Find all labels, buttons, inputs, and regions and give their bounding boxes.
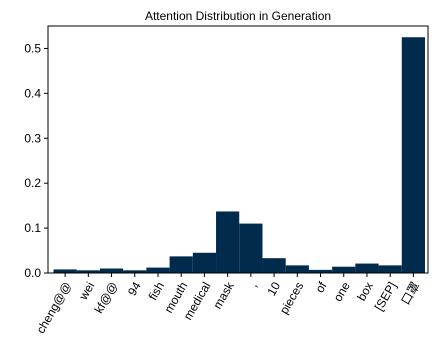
y-tick-label-4: 0.4 (24, 86, 41, 100)
bar-13 (355, 263, 379, 273)
y-tick-label-0: 0.0 (24, 266, 41, 280)
x-tick-label-11: of (312, 279, 329, 295)
bar-1 (76, 270, 100, 273)
bar-6 (192, 252, 217, 273)
x-tick-label-13: box (354, 280, 376, 304)
x-tick-label-4: fish (146, 280, 167, 303)
bar-11 (308, 269, 333, 273)
bar-2 (99, 268, 124, 273)
y-tick-label-3: 0.3 (24, 131, 41, 145)
y-tick-label-5: 0.5 (24, 41, 41, 55)
chart-title: Attention Distribution in Generation (145, 9, 331, 23)
x-tick-label-7: mask (210, 279, 237, 312)
bar-14 (378, 265, 402, 273)
x-tick-label-8: , (246, 280, 260, 290)
x-tick-label-9: 10 (264, 279, 283, 298)
bar-7 (216, 211, 240, 273)
x-tick-label-1: wei (76, 280, 98, 303)
bar-9 (262, 258, 286, 273)
bar-4 (146, 267, 170, 273)
x-tick-label-10: pieces (277, 280, 306, 317)
y-axis: 0.0 0.1 0.2 0.3 0.4 0.5 (24, 41, 48, 280)
bar-15 (401, 37, 425, 274)
bar-5 (169, 256, 193, 273)
x-tick-label-0: cheng@@ (34, 280, 75, 336)
bar-10 (285, 265, 309, 273)
bar-0 (53, 269, 77, 273)
x-tick-label-12: one (331, 279, 353, 304)
y-tick-label-2: 0.2 (24, 176, 41, 190)
y-tick-label-1: 0.1 (24, 221, 41, 235)
x-tick-label-2: kf@@ (92, 280, 121, 316)
x-tick-label-14: [SEP] (372, 280, 399, 314)
bar-12 (332, 266, 356, 273)
bar-3 (123, 270, 147, 273)
bar-8 (239, 223, 263, 273)
plot-frame (47, 25, 429, 274)
bars-group (53, 37, 425, 274)
x-tick-label-3: 94 (125, 279, 144, 298)
x-tick-label-15: 口罩 (398, 280, 422, 308)
